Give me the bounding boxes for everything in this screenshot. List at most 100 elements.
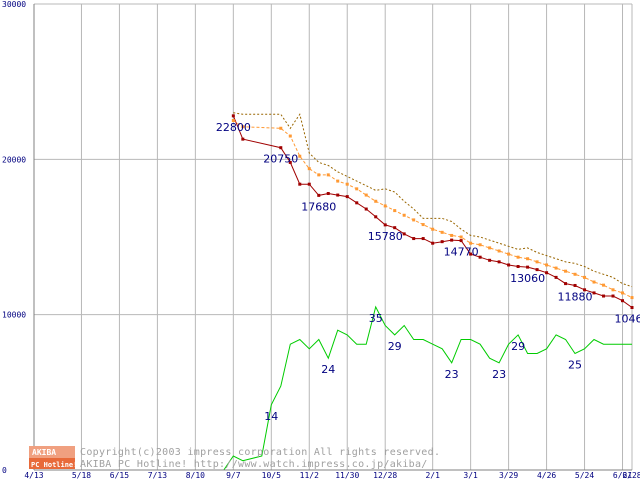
data-label: 24 xyxy=(321,363,335,376)
point-price_min xyxy=(554,275,558,279)
point-price_avg xyxy=(554,266,558,270)
x-tick-label: 5/18 xyxy=(72,471,91,480)
x-tick-label: 8/10 xyxy=(186,471,205,480)
point-price_avg xyxy=(526,257,530,261)
point-price_avg xyxy=(374,199,378,203)
point-price_avg xyxy=(592,280,596,284)
point-price_avg xyxy=(469,241,473,245)
x-tick-label: 4/13 xyxy=(24,471,43,480)
point-price_avg xyxy=(421,223,425,227)
logo-top-text: AKIBA xyxy=(32,448,56,457)
data-label: 10460 xyxy=(615,313,640,326)
point-price_avg xyxy=(336,179,340,183)
point-price_min xyxy=(364,207,368,211)
point-price_min xyxy=(516,265,520,269)
point-price_min xyxy=(298,182,302,186)
point-price_avg xyxy=(602,283,606,287)
point-price_min xyxy=(421,237,425,241)
point-price_avg xyxy=(345,182,349,186)
logo-bottom-text: PC Hotline! xyxy=(31,461,77,469)
point-price_min xyxy=(431,241,435,245)
logo-bottom-box xyxy=(29,458,75,469)
point-price_min xyxy=(288,160,292,164)
point-price_min xyxy=(602,294,606,298)
point-price_avg xyxy=(516,255,520,259)
x-tick-label: 3/1 xyxy=(463,471,478,480)
point-price_min xyxy=(545,271,549,275)
point-price_avg xyxy=(402,213,406,217)
point-price_avg xyxy=(573,272,577,276)
point-price_avg xyxy=(355,187,359,191)
data-label: 15780 xyxy=(368,230,403,243)
y-tick-label: 0 xyxy=(2,466,7,475)
point-price_min xyxy=(317,193,321,197)
data-label: 35 xyxy=(369,312,383,325)
x-tick-label: 4/26 xyxy=(537,471,556,480)
data-label: 20750 xyxy=(263,153,298,166)
point-price_min xyxy=(355,201,359,205)
x-tick-label: 6/21 xyxy=(613,471,632,480)
point-price_min xyxy=(583,288,587,292)
point-price_avg xyxy=(507,252,511,256)
x-tick-label: 9/7 xyxy=(226,471,241,480)
point-price_min xyxy=(383,223,387,227)
point-price_min xyxy=(488,258,492,262)
data-label: 23 xyxy=(445,368,459,381)
point-price_min xyxy=(535,268,539,272)
point-price_min xyxy=(611,294,615,298)
point-price_avg xyxy=(383,204,387,208)
point-price_avg xyxy=(450,233,454,237)
point-price_min xyxy=(241,137,245,141)
point-price_avg xyxy=(497,249,501,253)
data-labels: 22800 20750 17680 15780 14770 13060 11880 10460… xyxy=(216,121,640,423)
grid xyxy=(33,3,633,471)
point-price_avg xyxy=(564,269,568,273)
point-price_avg xyxy=(364,193,368,197)
point-price_avg xyxy=(621,291,625,295)
data-label: 23 xyxy=(492,368,506,381)
point-price_min xyxy=(621,299,625,303)
series-line-price_min xyxy=(232,115,633,308)
point-price_avg xyxy=(279,126,283,130)
point-price_min xyxy=(326,192,330,196)
point-price_min xyxy=(345,195,349,199)
point-price_min xyxy=(564,282,568,286)
x-tick-label: 6/15 xyxy=(110,471,129,480)
series-line-price_avg xyxy=(233,120,633,299)
x-tick-label: 3/29 xyxy=(499,471,518,480)
x-tick-label: 11/2 xyxy=(300,471,319,480)
point-price_min xyxy=(507,263,511,267)
point-price_avg xyxy=(459,235,463,239)
point-price_avg xyxy=(393,209,397,213)
point-price_min xyxy=(231,114,235,118)
logo-top-box xyxy=(29,446,75,458)
series-line-shops xyxy=(204,305,632,471)
point-price_avg xyxy=(545,263,549,267)
data-label: 13060 xyxy=(510,272,545,285)
data-label: 29 xyxy=(511,340,525,353)
x-tick-label: 5/24 xyxy=(575,471,594,480)
point-price_min xyxy=(459,239,463,243)
point-price_avg xyxy=(488,246,492,250)
copyright-text: Copyright(c)2003 impress corporation All… xyxy=(80,447,440,458)
point-price_min xyxy=(393,226,397,230)
point-price_avg xyxy=(431,227,435,231)
data-label: 22800 xyxy=(216,121,251,134)
point-price_min xyxy=(374,215,378,219)
point-price_min xyxy=(573,283,577,287)
point-price_min xyxy=(450,238,454,242)
point-price_min xyxy=(526,265,530,269)
x-tick-label: 2/1 xyxy=(425,471,440,480)
point-price_min xyxy=(279,146,283,150)
point-price_avg xyxy=(307,167,311,171)
point-price_avg xyxy=(440,230,444,234)
x-tick-label: 6/28 xyxy=(622,471,640,480)
point-price_avg xyxy=(317,173,321,177)
data-label: 11880 xyxy=(558,290,593,303)
point-price_min xyxy=(336,193,340,197)
data-label: 17680 xyxy=(301,200,336,213)
data-label: 29 xyxy=(388,340,402,353)
point-price_avg xyxy=(288,134,292,138)
